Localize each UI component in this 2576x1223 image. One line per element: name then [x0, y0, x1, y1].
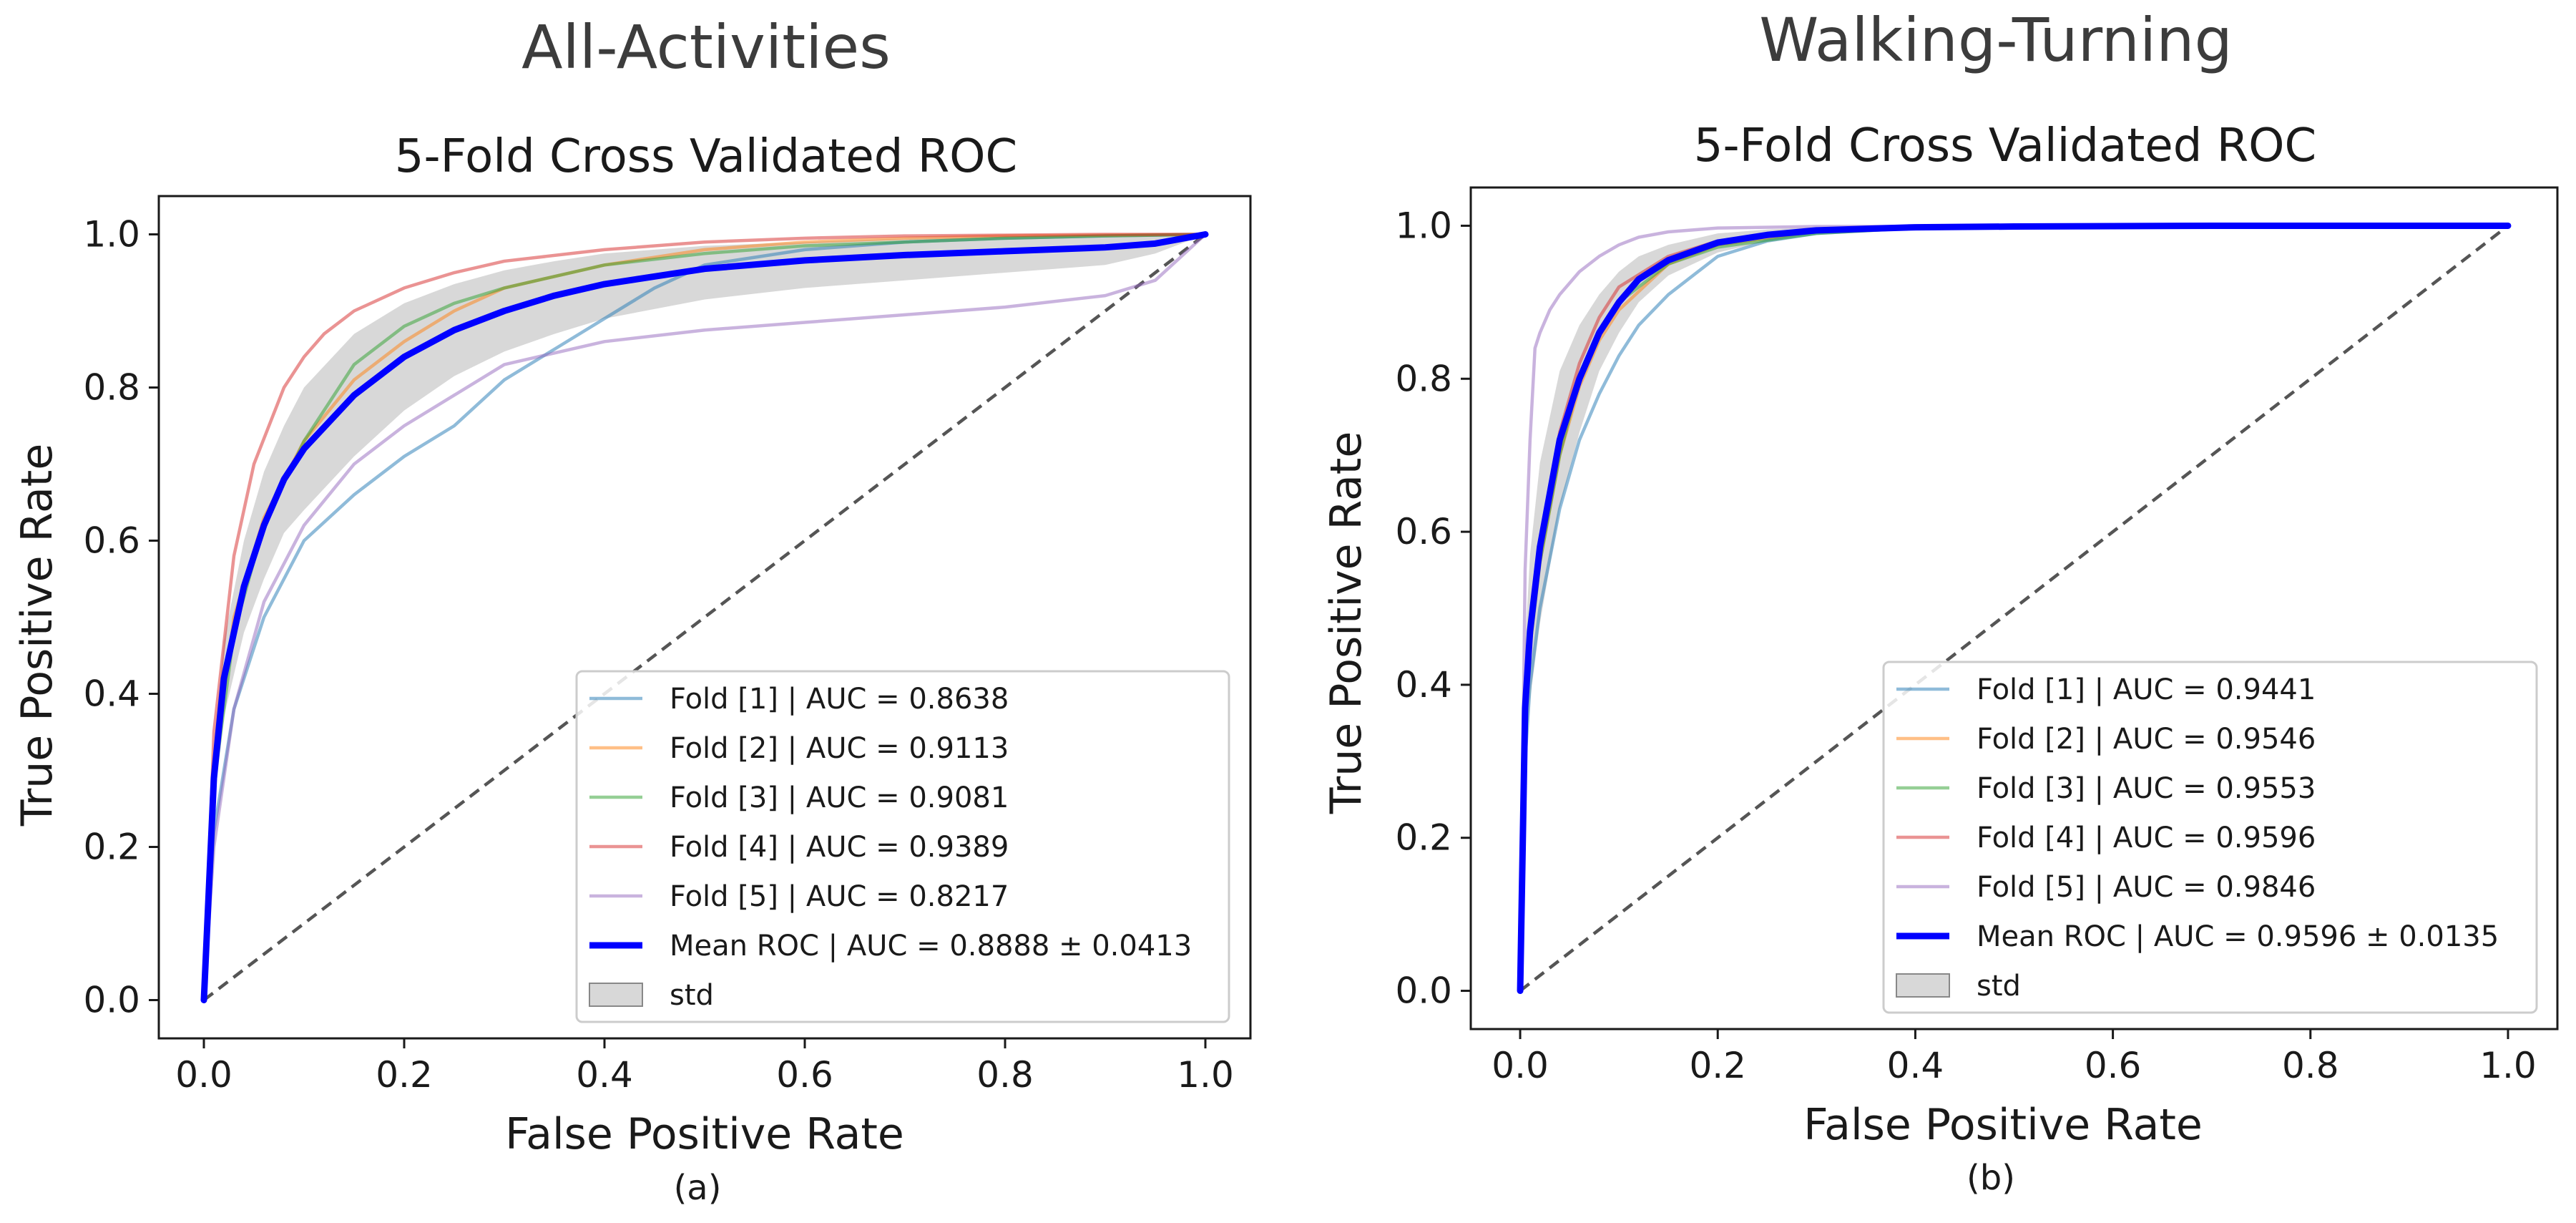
y-tick-label: 1.0 [83, 214, 140, 255]
y-tick-label: 0.6 [1395, 511, 1452, 552]
x-tick-label: 0.2 [1689, 1045, 1746, 1086]
legend-entry-label: Fold [3] | AUC = 0.9081 [670, 781, 1009, 814]
x-tick-label: 0.0 [1492, 1045, 1549, 1086]
legend-entry-label: Fold [4] | AUC = 0.9389 [670, 831, 1009, 864]
mean-roc-line [1517, 222, 2512, 995]
legend-entry-label: Fold [2] | AUC = 0.9113 [670, 732, 1009, 765]
suptitle: All-Activities [521, 12, 891, 82]
y-tick-label: 0.4 [83, 673, 140, 715]
x-tick-label: 0.4 [1887, 1045, 1944, 1086]
axes-frame [157, 195, 1252, 1040]
panel-all-activities: All-Activities 5-Fold Cross Validated RO… [12, 12, 1252, 1208]
legend-entry-label: Fold [5] | AUC = 0.9846 [1977, 871, 2316, 904]
fold-5-roc-line [202, 233, 1208, 1002]
x-tick-label: 0.8 [2282, 1045, 2339, 1086]
legend-std-swatch [1896, 973, 1950, 998]
x-tick-label: 0.8 [976, 1054, 1034, 1096]
x-tick-label: 0.0 [175, 1054, 232, 1096]
x-tick-label: 0.2 [376, 1054, 433, 1096]
y-tick-label: 0.0 [1395, 970, 1452, 1012]
y-tick-label: 0.2 [1395, 817, 1452, 859]
x-tick-label: 0.4 [576, 1054, 633, 1096]
legend-entry-label: Fold [3] | AUC = 0.9553 [1977, 772, 2316, 805]
axes-frame [1469, 186, 2559, 1030]
legend-entry-label: Fold [4] | AUC = 0.9596 [1977, 822, 2316, 854]
legend: Fold [1] | AUC = 0.9441 Fold [2] | AUC = … [1882, 661, 2538, 1014]
legend-box [575, 670, 1230, 1023]
panel-caption: (b) [1967, 1158, 2015, 1198]
y-tick-label: 0.4 [1395, 664, 1452, 706]
x-axis-label: False Positive Rate [505, 1109, 904, 1159]
chart-title: 5-Fold Cross Validated ROC [1694, 120, 2316, 172]
legend-entry-label: std [670, 979, 714, 1012]
y-axis-label: True Positive Rate [12, 444, 62, 827]
chart-title: 5-Fold Cross Validated ROC [395, 130, 1017, 183]
y-tick-label: 0.2 [83, 827, 140, 868]
legend-std-swatch [589, 983, 643, 1007]
legend-entry-label: std [1977, 970, 2021, 1003]
legend-box [1882, 661, 2538, 1014]
x-tick-label: 1.0 [1177, 1054, 1234, 1096]
y-tick-label: 0.8 [83, 367, 140, 409]
legend: Fold [1] | AUC = 0.8638 Fold [2] | AUC = … [575, 670, 1230, 1023]
plot-area: 0.0 0.2 0.4 0.6 0.8 1.0 0.0 0.2 0.4 0.6 0.8 1.0 Fold… [83, 195, 1252, 1096]
legend-entry-label: Fold [2] | AUC = 0.9546 [1977, 723, 2316, 756]
x-tick-label: 0.6 [2085, 1045, 2142, 1086]
panel-walking-turning: Walking-Turning 5-Fold Cross Validated R… [1321, 5, 2559, 1198]
suptitle: Walking-Turning [1759, 5, 2233, 75]
x-tick-label: 1.0 [2479, 1045, 2537, 1086]
y-tick-label: 0.0 [83, 980, 140, 1021]
panel-caption: (a) [674, 1168, 722, 1208]
plot-area: 0.0 0.2 0.4 0.6 0.8 1.0 0.0 0.2 0.4 0.6 0.8 1.0 Fold… [1395, 186, 2559, 1086]
legend-entry-label: Mean ROC | AUC = 0.9596 ± 0.0135 [1977, 920, 2499, 953]
mean-roc-line [200, 231, 1209, 1003]
y-tick-label: 0.6 [83, 520, 140, 562]
legend-entry-label: Fold [1] | AUC = 0.8638 [670, 683, 1009, 716]
fold-5-roc-line [1518, 224, 2510, 993]
y-tick-label: 1.0 [1395, 205, 1452, 246]
y-axis-label: True Positive Rate [1321, 432, 1371, 814]
x-tick-label: 0.6 [776, 1054, 833, 1096]
legend-entry-label: Fold [5] | AUC = 0.8217 [670, 880, 1009, 913]
x-axis-label: False Positive Rate [1803, 1100, 2203, 1150]
legend-entry-label: Fold [1] | AUC = 0.9441 [1977, 673, 2316, 706]
fold-4-roc-line [202, 233, 1208, 1002]
y-tick-label: 0.8 [1395, 358, 1452, 399]
legend-entry-label: Mean ROC | AUC = 0.8888 ± 0.0413 [670, 930, 1192, 963]
chance-diagonal-line [1519, 224, 2509, 993]
chance-diagonal-line [202, 233, 1207, 1002]
